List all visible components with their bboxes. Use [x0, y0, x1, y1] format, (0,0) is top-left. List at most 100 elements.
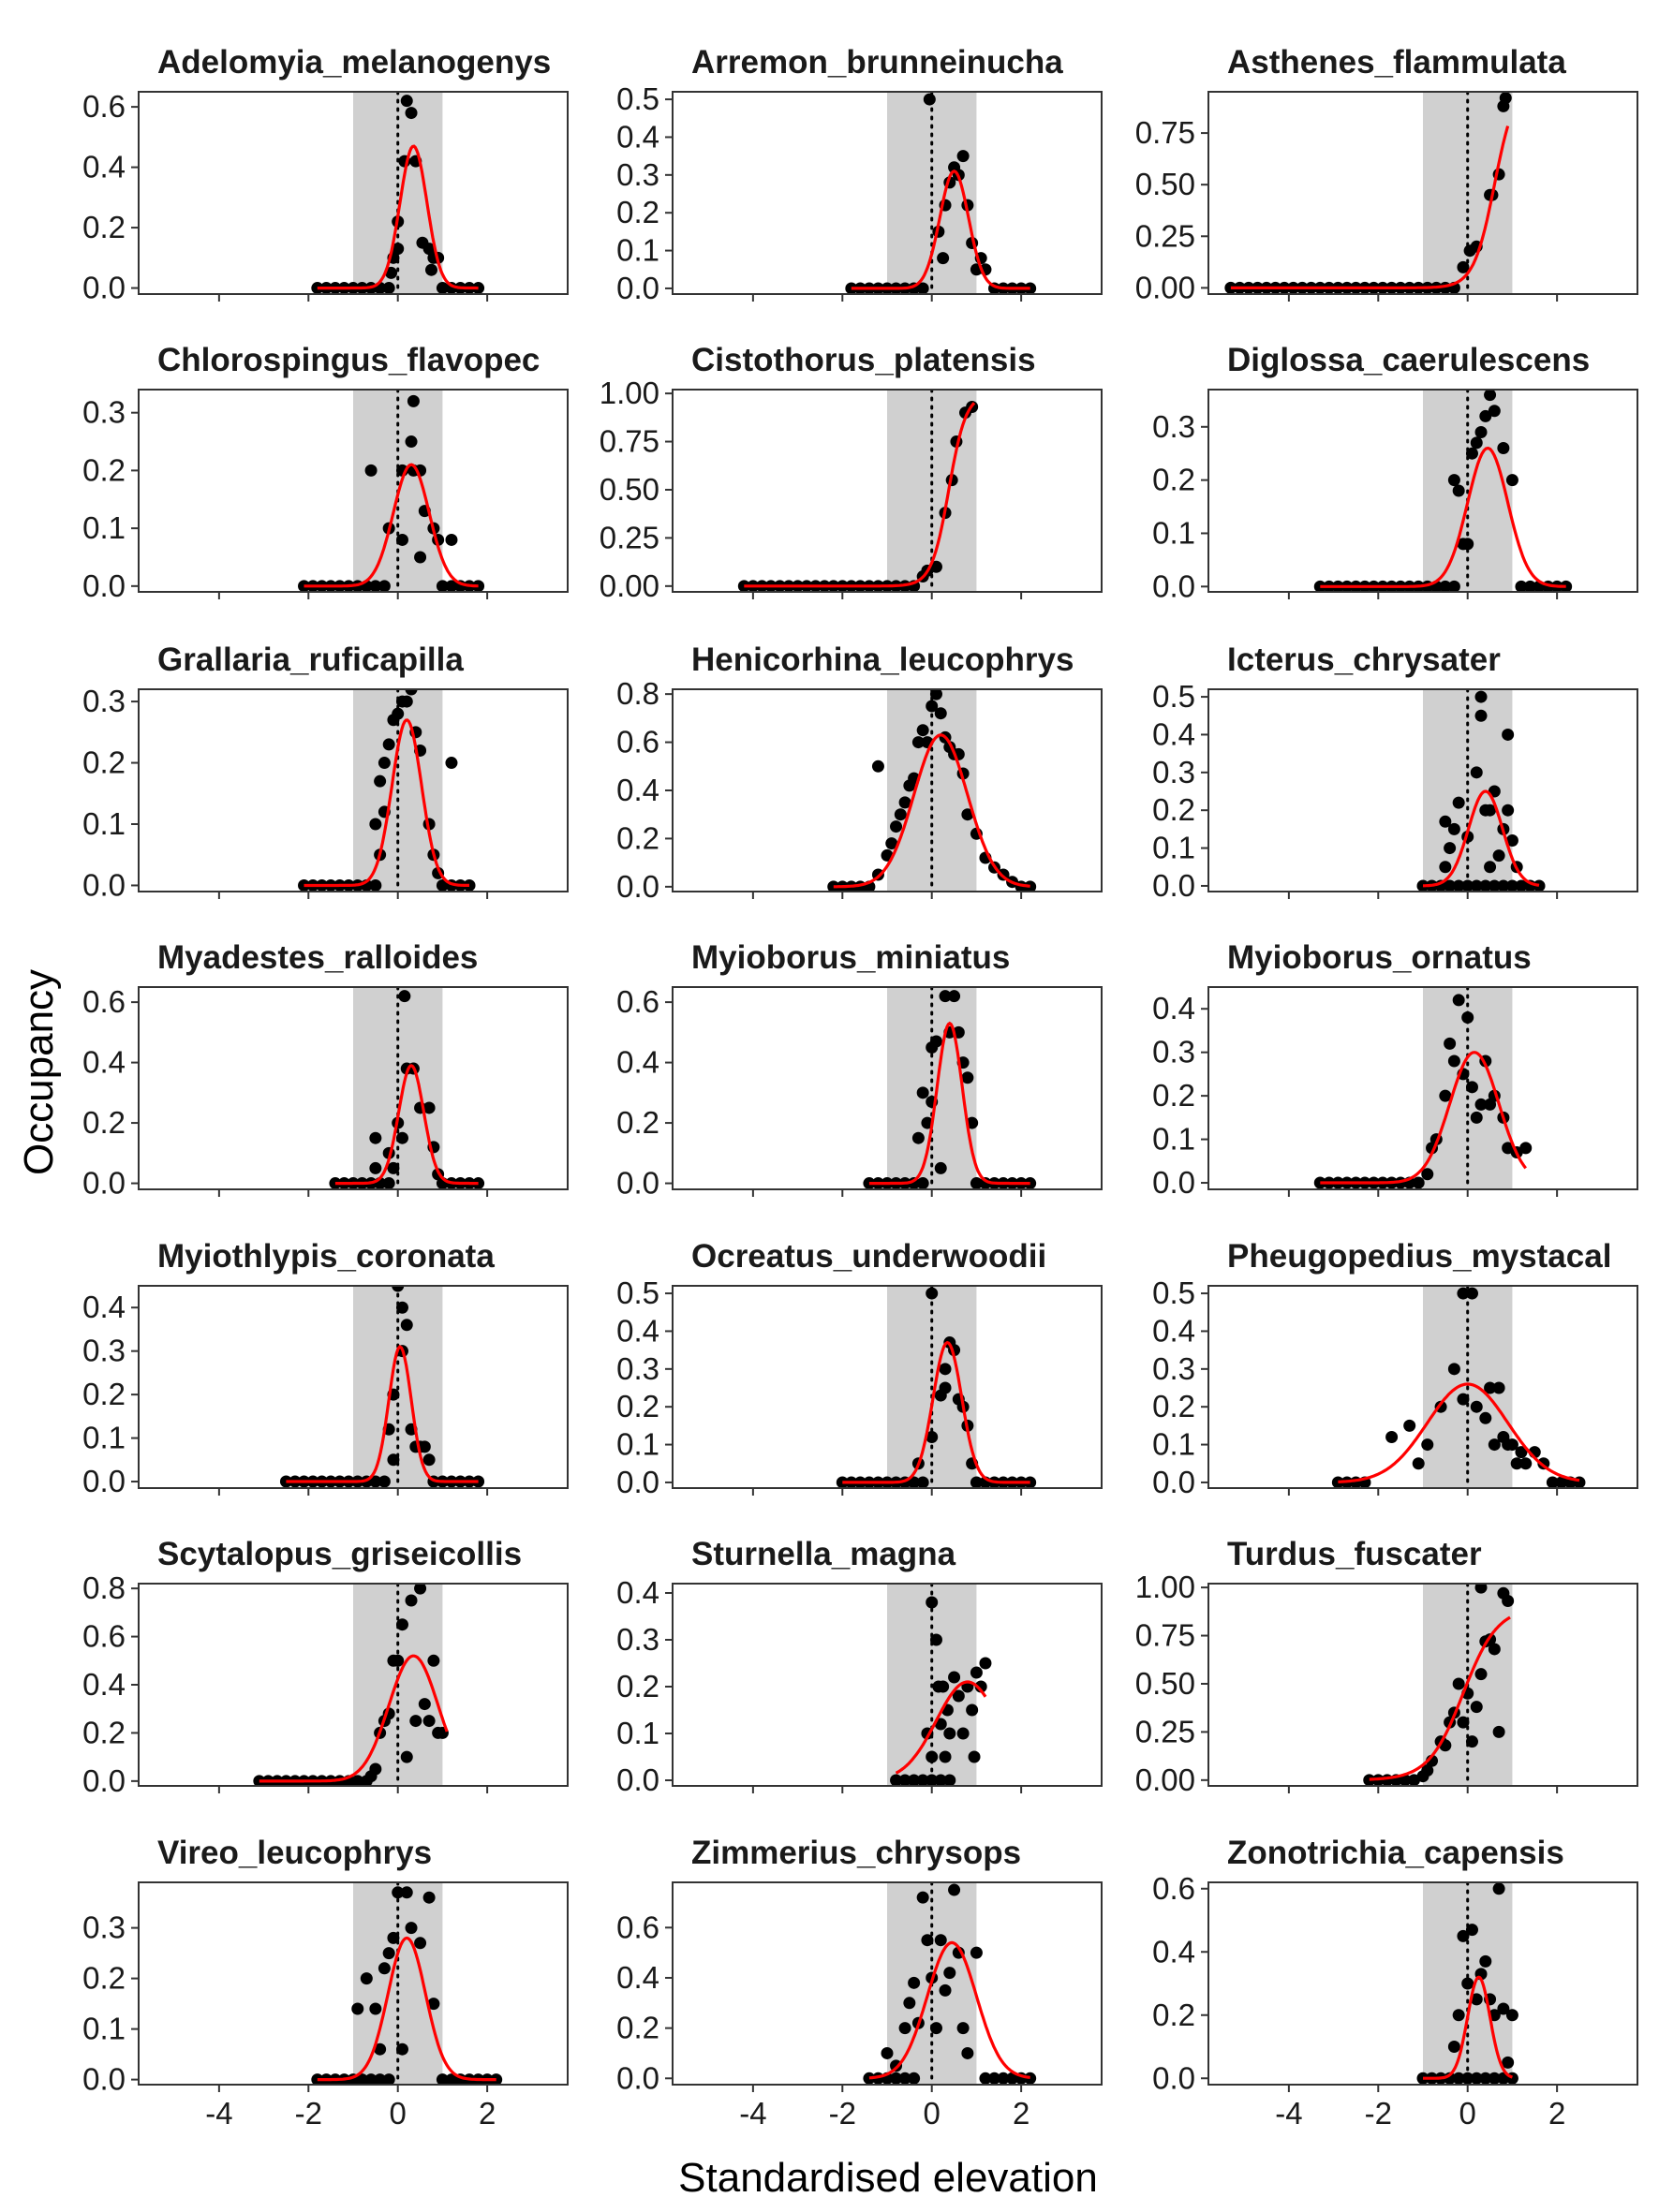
data-point [1519, 1457, 1533, 1470]
data-point [1505, 474, 1518, 487]
data-point [898, 2022, 911, 2035]
data-point [1492, 1381, 1505, 1394]
y-tick-label: 0.2 [616, 1669, 659, 1703]
fitted-curve [317, 144, 479, 290]
data-point [916, 724, 929, 737]
data-point [395, 1301, 408, 1314]
plot-area [1224, 92, 1513, 294]
data-point [1470, 1701, 1483, 1714]
y-tick-label: 0.3 [1152, 1351, 1195, 1386]
fitted-curve [304, 718, 469, 888]
data-point [409, 1715, 422, 1728]
data-point [1502, 728, 1515, 741]
y-tick-label: 0.5 [616, 1276, 659, 1310]
data-point [378, 1962, 391, 1975]
data-point [1474, 690, 1488, 703]
data-point [1363, 1774, 1376, 1786]
data-point [364, 464, 378, 477]
data-point [1465, 1924, 1478, 1937]
y-tick-label: 0.2 [616, 1105, 659, 1140]
data-point [427, 1654, 440, 1667]
y-tick-label: 0.6 [82, 984, 126, 1019]
y-tick-label: 0.0 [616, 1465, 659, 1499]
panel: Grallaria_ruficapilla 0.0 0.1 0.2 0.3 [82, 641, 569, 902]
data-point [1497, 442, 1510, 455]
data-point [1403, 1419, 1416, 1432]
panel-title: Ocreatus_underwoodii [691, 1238, 1046, 1275]
data-point [1006, 2072, 1019, 2085]
y-tick-label: 0.0 [1152, 868, 1195, 903]
x-tick-label: 2 [479, 2096, 496, 2131]
data-point [1224, 281, 1237, 294]
data-point [1457, 1929, 1470, 1942]
y-tick-label: 0.4 [82, 1667, 126, 1702]
data-point [1447, 580, 1460, 592]
data-point [1474, 709, 1488, 722]
y-tick-label: 0.0 [82, 1464, 126, 1498]
data-point [1439, 580, 1452, 592]
data-point [436, 878, 449, 892]
fitted-curve [1338, 1382, 1580, 1483]
panel: Zonotrichia_capensis 0.0 0.2 0.4 0.6 -4 -2 0 2 [1152, 1835, 1638, 2131]
data-point [378, 580, 391, 592]
data-point [1479, 879, 1492, 892]
panel-title: Pheugopedius_mystacal [1227, 1238, 1611, 1275]
y-tick-label: 0.2 [616, 1389, 659, 1423]
x-tick-label: 0 [1459, 2096, 1476, 2131]
data-point [1439, 815, 1452, 828]
y-tick-label: 0.2 [1152, 463, 1195, 497]
data-point [929, 689, 942, 700]
y-tick-label: 0.4 [82, 150, 126, 184]
data-point [1461, 879, 1474, 892]
data-point [939, 1363, 952, 1376]
y-tick-label: 0.3 [1152, 409, 1195, 444]
data-point [970, 1666, 983, 1679]
y-tick-label: 0.2 [616, 2011, 659, 2045]
data-point [445, 757, 458, 770]
data-point [970, 1177, 983, 1189]
fitted-curve [1320, 446, 1566, 588]
data-point [422, 1453, 436, 1467]
data-point [414, 1937, 427, 1950]
data-point [436, 2073, 449, 2085]
data-point [1461, 538, 1474, 551]
data-point [1555, 1476, 1568, 1488]
y-tick-label: 0.50 [1135, 167, 1195, 201]
panel: Henicorhina_leucophrys 0.0 0.2 0.4 0.6 0.8 [616, 641, 1103, 904]
data-point [1313, 580, 1326, 592]
data-point [414, 1584, 427, 1595]
data-point [997, 2072, 1010, 2085]
data-point [436, 282, 449, 294]
fitted-curve [851, 170, 1030, 290]
y-tick-label: 0.3 [1152, 755, 1195, 789]
y-tick-label: 0.5 [616, 81, 659, 116]
data-point [937, 252, 950, 265]
data-point [1474, 1584, 1488, 1594]
y-tick-label: 0.2 [616, 195, 659, 229]
panel: Pheugopedius_mystacal 0.00.1 0.20.30.40.5 [1152, 1238, 1638, 1499]
data-point [885, 837, 898, 850]
data-point [1497, 879, 1510, 892]
data-point [1488, 879, 1501, 892]
data-point [436, 580, 449, 592]
data-point [979, 1177, 992, 1189]
y-tick-label: 0.75 [1135, 1618, 1195, 1653]
plot-area [279, 1286, 485, 1488]
y-tick-label: 0.2 [1152, 1389, 1195, 1423]
data-point [1470, 766, 1483, 779]
plot-area [298, 689, 476, 892]
panel-border [1207, 1583, 1638, 1787]
data-point [392, 707, 405, 720]
data-point [979, 2072, 992, 2085]
plot-area [845, 92, 1037, 294]
data-point [943, 1727, 956, 1740]
data-point [926, 1596, 939, 1609]
data-point [898, 796, 911, 809]
data-point [939, 1983, 952, 1997]
y-tick-label: 0.0 [1152, 1165, 1195, 1200]
data-point [395, 1618, 408, 1631]
panel-title: Icterus_chrysater [1227, 641, 1501, 678]
data-point [890, 1774, 903, 1786]
y-tick-label: 0.2 [82, 1961, 126, 1996]
